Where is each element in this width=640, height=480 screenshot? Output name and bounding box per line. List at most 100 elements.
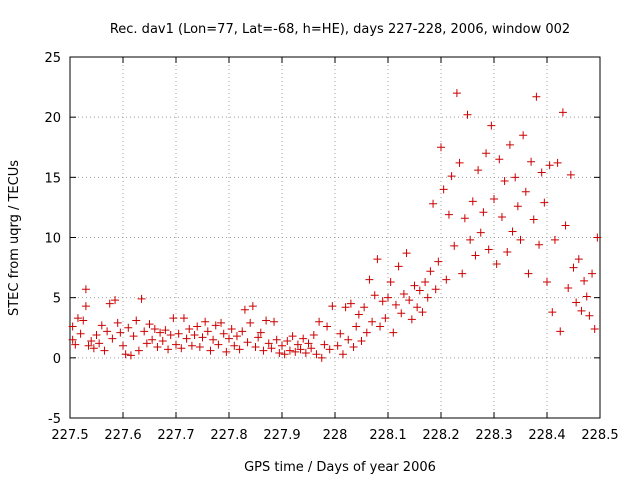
y-axis-label: STEC from uqrg / TECUs (7, 160, 22, 316)
data-point (344, 335, 353, 344)
data-point (370, 291, 379, 300)
data-point (535, 240, 544, 249)
data-point (407, 315, 416, 324)
data-point (68, 335, 77, 344)
data-point (532, 92, 541, 101)
data-point (270, 317, 279, 326)
data-point (190, 330, 199, 339)
chart-title: Rec. dav1 (Lon=77, Lat=-68, h=HE), days … (110, 22, 570, 37)
data-point (79, 316, 88, 325)
data-point (238, 327, 247, 336)
data-point (256, 328, 265, 337)
data-point (129, 332, 138, 341)
data-point (577, 306, 586, 315)
data-point (376, 322, 385, 331)
data-point (450, 241, 459, 250)
data-point (323, 322, 332, 331)
data-point (561, 221, 570, 230)
data-point (511, 173, 520, 182)
x-tick-label: 228.2 (422, 428, 459, 443)
data-point (505, 140, 514, 149)
data-point (283, 336, 292, 345)
data-point (431, 285, 440, 294)
data-point (235, 345, 244, 354)
data-point (81, 302, 90, 311)
data-point (447, 172, 456, 181)
data-point (537, 168, 546, 177)
data-point (381, 314, 390, 323)
data-point (68, 322, 77, 331)
data-point (285, 346, 294, 355)
data-point (580, 276, 589, 285)
data-point (410, 281, 419, 290)
data-point (275, 349, 284, 358)
data-point (389, 328, 398, 337)
data-point (521, 187, 530, 196)
data-point (73, 314, 82, 323)
data-point (214, 340, 223, 349)
data-point (156, 328, 165, 337)
data-point (309, 330, 318, 339)
data-point (585, 311, 594, 320)
data-point (296, 345, 305, 354)
data-point (572, 298, 581, 307)
data-point (333, 341, 342, 350)
data-point (558, 108, 567, 117)
data-point (471, 251, 480, 260)
data-point (399, 290, 408, 299)
data-point (254, 333, 263, 342)
data-point (280, 350, 289, 359)
data-point (222, 347, 231, 356)
data-point (338, 350, 347, 359)
data-point (360, 303, 369, 312)
data-point (365, 275, 374, 284)
data-point (442, 275, 451, 284)
data-point (397, 309, 406, 318)
data-point (437, 143, 445, 152)
data-point (137, 294, 146, 303)
data-point (193, 322, 202, 331)
data-point (230, 341, 239, 350)
data-point (182, 334, 191, 343)
data-point (519, 131, 528, 140)
data-point (413, 303, 422, 312)
data-point (232, 332, 241, 341)
data-point (540, 198, 549, 207)
data-point (187, 341, 196, 350)
data-point (328, 302, 337, 311)
x-axis-label: GPS time / Days of year 2006 (244, 460, 436, 475)
data-point (421, 278, 430, 287)
data-point (71, 340, 80, 349)
data-point (545, 161, 554, 170)
data-point (527, 157, 536, 166)
data-point (209, 335, 218, 344)
data-point (111, 296, 120, 305)
data-point (384, 293, 392, 302)
data-point (145, 320, 154, 329)
data-point (288, 332, 297, 341)
data-point (198, 333, 207, 342)
data-point (516, 235, 525, 244)
data-point (262, 316, 271, 325)
data-point (174, 329, 183, 338)
data-point (463, 110, 472, 119)
data-point (240, 305, 249, 314)
y-tick-label: 10 (44, 232, 61, 247)
data-point (225, 334, 233, 343)
data-point (278, 341, 286, 350)
data-point (206, 346, 215, 355)
data-point (81, 285, 90, 294)
data-point (312, 350, 321, 359)
data-point (543, 278, 551, 287)
data-point (479, 208, 488, 217)
data-point (394, 262, 403, 271)
data-point (556, 327, 565, 336)
data-point (150, 324, 159, 333)
data-point (354, 310, 363, 319)
data-point (466, 235, 475, 244)
data-point (487, 121, 496, 130)
data-point (272, 335, 281, 344)
data-point (219, 329, 228, 338)
data-point (373, 255, 382, 264)
